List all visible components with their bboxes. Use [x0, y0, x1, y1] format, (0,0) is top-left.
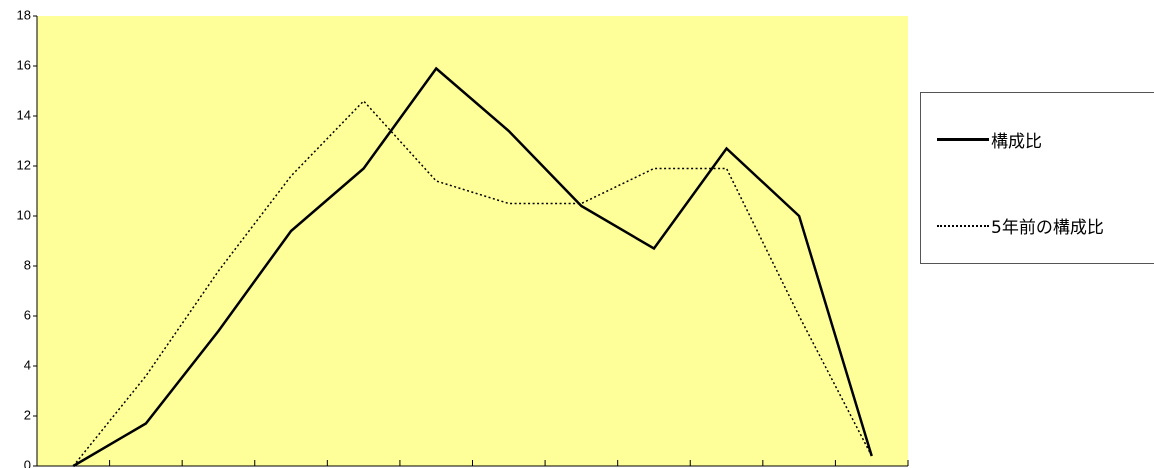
legend-item-series-2: 5年前の構成比	[937, 213, 1104, 238]
series-line-1	[72, 66, 873, 468]
legend: 構成比 5年前の構成比	[920, 92, 1154, 264]
y-tick-label: 18	[17, 7, 31, 22]
y-tick-label: 4	[24, 357, 31, 372]
y-tick-label: 8	[24, 257, 31, 272]
y-tick-label: 6	[24, 307, 31, 322]
series-lines	[72, 66, 873, 468]
x-axis	[36, 460, 909, 467]
y-axis: 0 2 4 6 8 10 12 14 16 18	[17, 7, 38, 468]
y-tick-label: 12	[17, 157, 31, 172]
y-tick-label: 14	[17, 107, 31, 122]
legend-label: 5年前の構成比	[991, 218, 1104, 238]
y-tick-label: 0	[24, 457, 31, 468]
y-tick-label: 16	[17, 57, 31, 72]
legend-swatch-dotted	[937, 224, 989, 227]
legend-label: 構成比	[991, 132, 1042, 152]
series-line-2	[72, 99, 873, 467]
legend-item-series-1: 構成比	[937, 127, 1042, 152]
y-tick-label: 10	[17, 207, 31, 222]
plot-area	[37, 16, 908, 466]
legend-swatch-solid	[937, 138, 989, 141]
y-tick-label: 2	[24, 407, 31, 422]
